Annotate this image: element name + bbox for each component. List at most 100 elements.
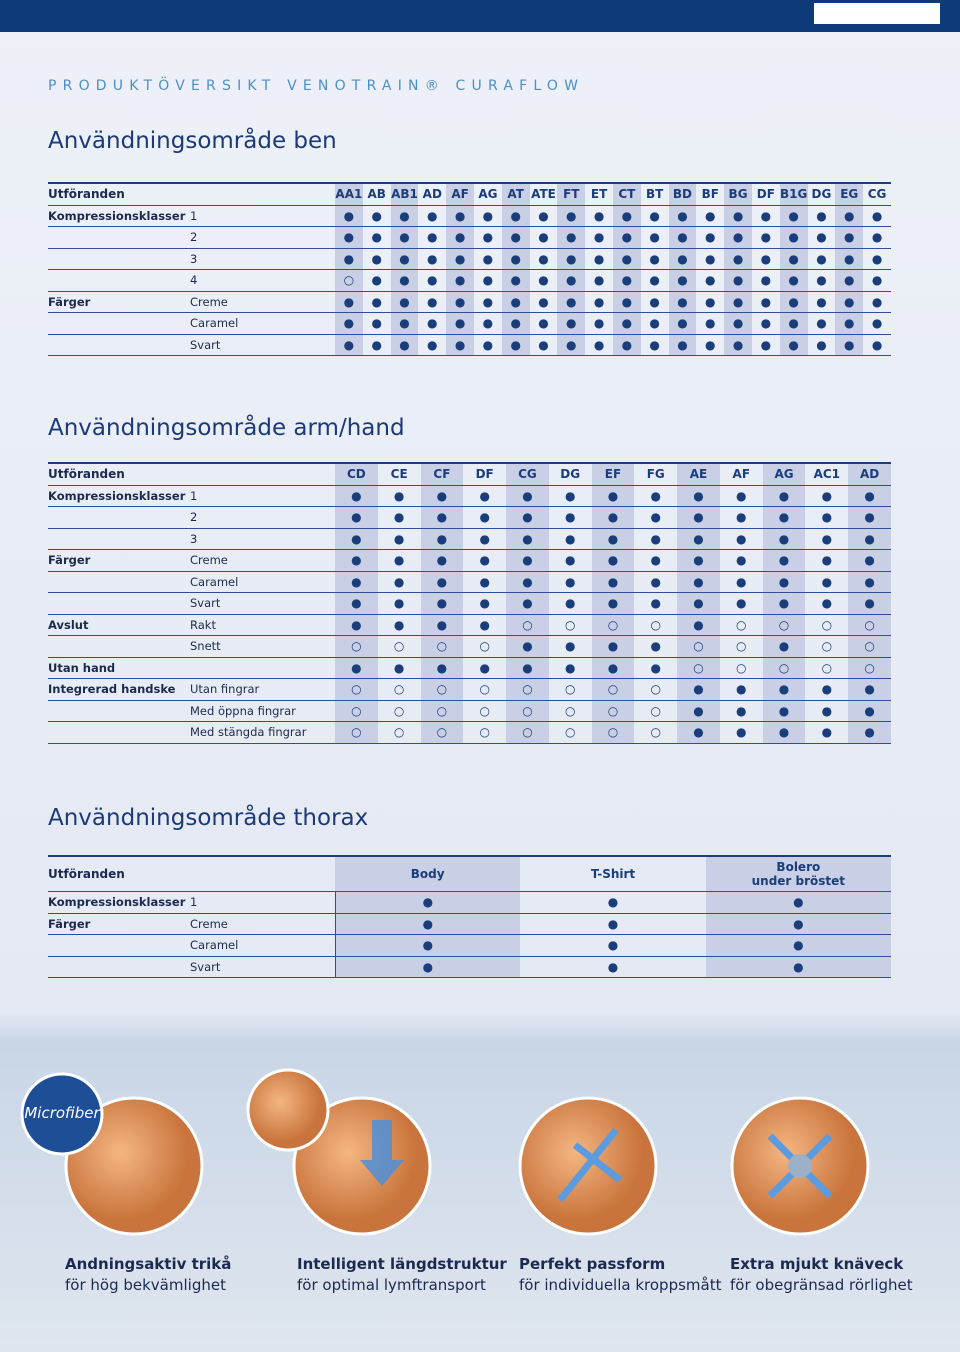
row-label: 3 (190, 528, 335, 550)
cell-mark: ● (677, 549, 720, 572)
cell-mark: ● (335, 485, 378, 507)
cell-mark: ● (863, 269, 891, 292)
cell-mark: ● (762, 485, 806, 507)
cell-mark: ● (585, 291, 613, 313)
cell-mark: ● (506, 549, 549, 572)
cell-mark: ● (463, 506, 507, 529)
cell-mark: ● (591, 506, 635, 529)
cell-mark: ● (805, 506, 849, 529)
cell-mark: ● (463, 549, 507, 572)
row: 3 ● ● ● ● ● ● ● ● ● ● ● ● ● ● ● ● ● ● ● ● (48, 248, 891, 270)
feature: Extra mjukt knäveck för obegränsad rörlig… (730, 1255, 913, 1294)
cell-mark: ○ (548, 700, 592, 722)
cell-mark: ○ (463, 700, 507, 722)
cell-mark: ● (762, 592, 806, 615)
cell-mark: ● (529, 312, 558, 335)
cell-mark: ○ (848, 657, 891, 679)
cell-mark: ● (719, 528, 763, 550)
cell-mark: ● (506, 592, 549, 615)
cell-mark: ● (463, 485, 507, 507)
cell-mark: ● (696, 334, 725, 356)
cell-mark: ● (705, 956, 891, 978)
column-header: CE (377, 462, 421, 486)
cell-mark: ● (724, 291, 752, 313)
cell-mark: ○ (848, 614, 891, 636)
cell-mark: ● (779, 248, 808, 270)
cell-mark: ● (835, 291, 864, 313)
cell-mark: ● (446, 248, 474, 270)
cell-mark: ● (668, 205, 697, 227)
cell-mark: ● (668, 248, 697, 270)
cell-mark: ● (548, 485, 592, 507)
cell-mark: ● (529, 226, 558, 249)
cell-mark: ● (634, 549, 678, 572)
cell-mark: ● (848, 678, 891, 701)
column-header: DG (548, 462, 592, 486)
cell-mark: ● (640, 248, 669, 270)
cell-mark: ● (779, 334, 808, 356)
cell-mark: ● (418, 248, 447, 270)
cell-mark: ● (548, 571, 592, 593)
cell-mark: ● (335, 934, 521, 957)
cell-mark: ● (807, 334, 836, 356)
column-header: AG (473, 182, 502, 206)
cell-mark: ● (335, 226, 363, 249)
cell-mark: ● (719, 549, 763, 572)
cell-mark: ● (724, 334, 752, 356)
column-header: ET (585, 182, 613, 206)
cell-mark: ● (779, 312, 808, 335)
cell-mark: ● (719, 485, 763, 507)
row: Kompressionsklasser 1 ● ● ● ● ● ● ● ● ● ● ● ● ● ● ● ● ● ● ● ● (48, 205, 891, 227)
cell-mark: ● (557, 226, 586, 249)
cell-mark: ● (705, 913, 891, 935)
cell-mark: ● (529, 269, 558, 292)
cell-mark: ● (612, 226, 641, 249)
cell-mark: ● (548, 528, 592, 550)
cell-mark: ● (612, 269, 641, 292)
cell-mark: ● (520, 913, 706, 935)
cell-mark: ○ (506, 700, 549, 722)
cell-mark: ● (779, 226, 808, 249)
cell-mark: ● (807, 269, 836, 292)
cell-mark: ● (501, 291, 530, 313)
cell-mark: ● (362, 312, 391, 335)
cell-mark: ○ (420, 635, 464, 658)
cell-mark: ● (848, 700, 891, 722)
cell-mark: ● (640, 291, 669, 313)
cell-mark: ● (779, 291, 808, 313)
cell-mark: ● (420, 549, 464, 572)
column-header: ATE (529, 182, 558, 206)
cell-mark: ● (640, 334, 669, 356)
cell-mark: ○ (677, 635, 720, 658)
cell-mark: ○ (762, 614, 806, 636)
row-label: 2 (190, 226, 335, 249)
cell-mark: ● (591, 592, 635, 615)
column-header: DF (463, 462, 507, 486)
row: Caramel ● ● ● ● ● ● ● ● ● ● ● ● ● ● ● ● ● ● ● ● (48, 312, 891, 335)
row: Svart ● ● ● ● ● ● ● ● ● ● ● ● ● (48, 592, 891, 615)
cell-mark: ● (696, 312, 725, 335)
row-group: Färger (48, 913, 190, 935)
row-label: Svart (190, 334, 335, 356)
table: Utföranden AA1 AB AB1 AD AF AG AT ATE FT ET CT BT BD B… (48, 182, 891, 356)
cell-mark: ● (835, 269, 864, 292)
cell-mark: ○ (634, 721, 678, 744)
cell-mark: ○ (463, 678, 507, 701)
cell-mark: ● (677, 700, 720, 722)
cell-mark: ● (585, 312, 613, 335)
column-header: T-Shirt (520, 855, 706, 892)
cell-mark: ● (751, 312, 780, 335)
cell-mark: ● (696, 226, 725, 249)
cell-mark: ● (585, 248, 613, 270)
row-group: Utan hand (48, 657, 190, 679)
row-label: Utan fingrar (190, 678, 335, 701)
cell-mark: ● (362, 291, 391, 313)
header-row: Utföranden CD CE CF DF CG DG EF FG AE AF AG AC1 AD (48, 462, 891, 486)
cell-mark: ● (634, 485, 678, 507)
cell-mark: ○ (719, 657, 763, 679)
cell-mark: ● (807, 248, 836, 270)
column-header: DF (751, 182, 780, 206)
cell-mark: ● (548, 592, 592, 615)
cell-mark: ● (520, 891, 706, 914)
cell-mark: ● (501, 226, 530, 249)
